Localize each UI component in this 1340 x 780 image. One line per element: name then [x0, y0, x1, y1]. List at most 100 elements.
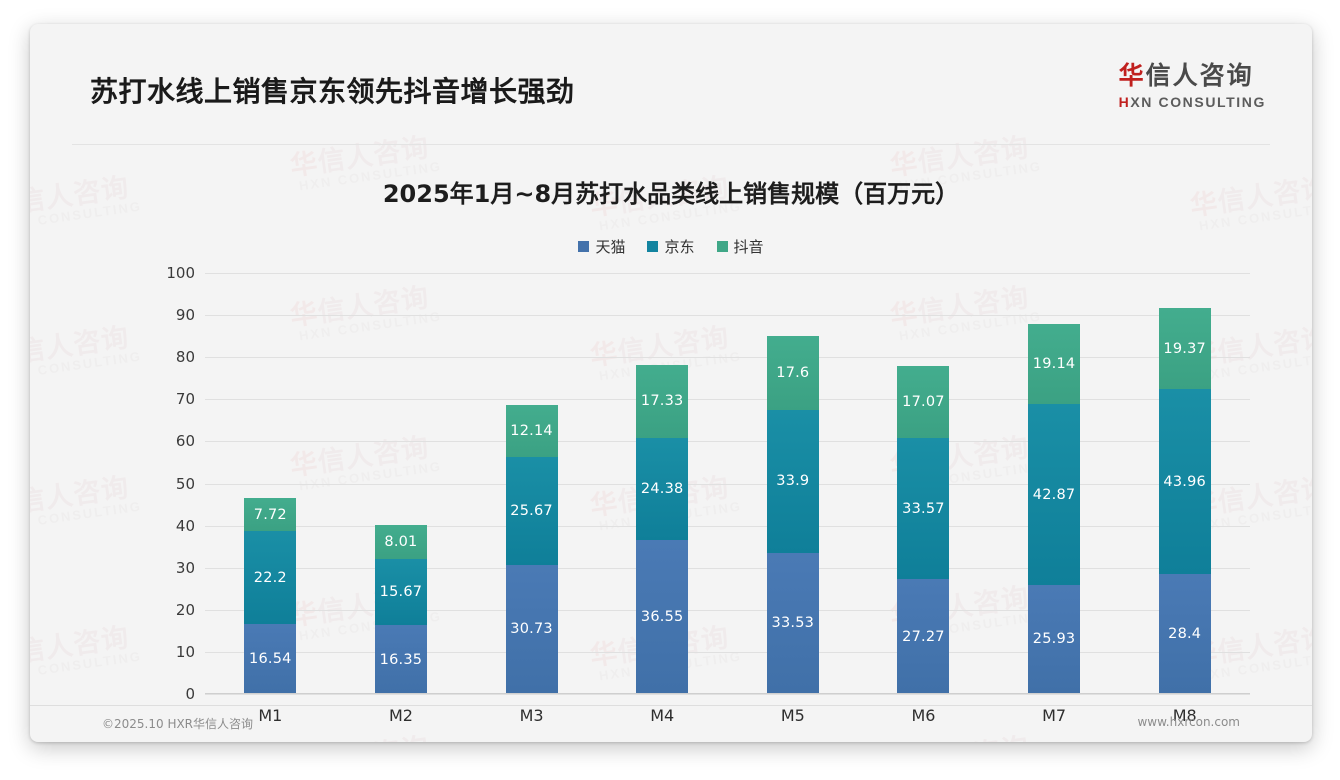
- y-axis-tick-label: 30: [175, 558, 195, 577]
- x-axis-tick-label: M7: [1042, 706, 1067, 725]
- bar-value-label: 33.57: [902, 500, 945, 517]
- x-axis-tick-label: M2: [388, 706, 413, 725]
- stacked-bar[interactable]: 30.73 25.67 12.14: [505, 405, 558, 694]
- legend-item-1[interactable]: 天猫: [578, 236, 625, 257]
- bar-segment[interactable]: 17.07: [897, 366, 950, 438]
- bar-segment[interactable]: 19.14: [1028, 323, 1081, 405]
- bar-value-label: 17.07: [902, 393, 945, 410]
- bar-value-label: 19.37: [1163, 340, 1206, 357]
- logo-accent-char: 华: [1118, 61, 1146, 90]
- bar-segment[interactable]: 33.9: [766, 410, 819, 553]
- bar-segment[interactable]: 33.57: [897, 437, 950, 580]
- legend-label: 天猫: [595, 238, 626, 256]
- x-axis-tick-label: M3: [519, 706, 544, 725]
- bar-value-label: 25.93: [1032, 631, 1076, 648]
- y-axis-tick-label: 40: [175, 516, 195, 535]
- bar-column: 30.73 25.67 12.14 M3: [466, 273, 597, 725]
- y-axis-tick-label: 10: [175, 642, 195, 661]
- bar-segment[interactable]: 17.33: [636, 364, 689, 438]
- bar-value-label: 42.87: [1032, 486, 1076, 503]
- x-axis-tick-label: M6: [911, 706, 936, 725]
- stacked-bar[interactable]: 27.27 33.57 17.07: [897, 366, 950, 694]
- bar-value-label: 30.73: [510, 621, 553, 638]
- bar-value-label: 22.2: [253, 569, 287, 586]
- bar-segment[interactable]: 30.73: [505, 564, 558, 694]
- bar-segment[interactable]: 25.67: [505, 456, 558, 565]
- bar-value-label: 12.14: [510, 423, 553, 440]
- y-axis-tick-label: 60: [175, 432, 195, 451]
- legend-swatch-icon: [716, 241, 728, 252]
- legend-swatch-icon: [578, 241, 590, 252]
- x-axis-tick-label: M5: [780, 706, 805, 725]
- stacked-bar[interactable]: 25.93 42.87 19.14: [1028, 323, 1081, 694]
- bar-segment[interactable]: 12.14: [505, 405, 558, 457]
- bar-value-label: 17.33: [640, 393, 684, 410]
- bar-value-label: 33.9: [776, 473, 810, 490]
- stacked-bar[interactable]: 16.35 15.67 8.01: [374, 525, 427, 694]
- chart-title: 2025年1月~8月苏打水品类线上销售规模（百万元）: [382, 180, 960, 208]
- legend-item-3[interactable]: 抖音: [716, 236, 764, 257]
- bar-segment[interactable]: 24.38: [636, 437, 689, 541]
- footer-website[interactable]: www.hxrcon.com: [1137, 715, 1240, 729]
- stacked-bar[interactable]: 33.53 33.9 17.6: [766, 336, 819, 694]
- bar-value-label: 8.01: [384, 534, 418, 551]
- bar-segment[interactable]: 8.01: [374, 525, 427, 560]
- bar-column: 25.93 42.87 19.14 M7: [989, 273, 1120, 725]
- logo-en-accent: H: [1118, 94, 1131, 110]
- gridline: 50: [176, 475, 1250, 493]
- gridline: 70: [176, 390, 1250, 408]
- stacked-bar[interactable]: 28.4 43.96 19.37: [1158, 307, 1211, 694]
- stacked-bar[interactable]: 16.54 22.2 7.72: [244, 498, 297, 694]
- bar-segment[interactable]: 15.67: [374, 559, 427, 626]
- bar-segment[interactable]: 43.96: [1158, 389, 1211, 575]
- gridline: 80: [176, 348, 1250, 366]
- logo-rest-chars: 信人咨询: [1145, 61, 1254, 90]
- company-logo: 华信人咨询 HXN CONSULTING: [1119, 56, 1266, 110]
- bar-column: 16.35 15.67 8.01 M2: [336, 273, 467, 725]
- y-axis-tick-label: 0: [185, 685, 195, 703]
- gridline: 60: [176, 432, 1250, 450]
- bar-segment[interactable]: 33.53: [766, 552, 819, 694]
- chart-legend: 天猫 京东 抖音: [30, 236, 1312, 257]
- legend-label: 京东: [664, 238, 695, 256]
- gridline: 20: [176, 601, 1250, 619]
- bar-column: 36.55 24.38 17.33 M4: [597, 273, 728, 725]
- y-axis-tick-label: 50: [175, 474, 195, 493]
- bar-value-label: 24.38: [640, 480, 684, 497]
- gridline: 0: [185, 685, 1250, 703]
- bar-segment[interactable]: 7.72: [244, 498, 297, 531]
- bar-segment[interactable]: 22.2: [244, 530, 297, 625]
- gridline: 30: [176, 559, 1250, 577]
- bar-column: 16.54 22.2 7.72 M1: [205, 273, 336, 725]
- footer-divider: [30, 705, 1312, 706]
- y-axis-tick-label: 70: [175, 390, 195, 409]
- bar-segment[interactable]: 28.4: [1158, 574, 1211, 694]
- bar-segment[interactable]: 17.6: [766, 336, 819, 411]
- x-axis-tick-label: M4: [650, 706, 675, 725]
- bar-segment[interactable]: 16.54: [244, 624, 297, 694]
- bar-value-label: 19.14: [1032, 356, 1076, 373]
- bar-value-label: 25.67: [510, 502, 553, 519]
- bar-segment[interactable]: 42.87: [1028, 404, 1081, 585]
- gridline: 10: [176, 643, 1250, 661]
- legend-item-2[interactable]: 京东: [647, 236, 695, 257]
- footer-copyright: ©2025.10 HXR华信人咨询: [102, 717, 254, 731]
- bars-group: 16.54 22.2 7.72 M1 16.35 15.67 8.01 M2 30.73 25.6…: [205, 273, 1250, 725]
- legend-swatch-icon: [647, 241, 659, 252]
- bar-value-label: 27.27: [902, 628, 945, 645]
- y-axis-tick-label: 80: [175, 348, 195, 367]
- bar-segment[interactable]: 36.55: [636, 540, 689, 694]
- header-divider: [72, 144, 1270, 145]
- bar-segment[interactable]: 16.35: [374, 625, 427, 694]
- bar-segment[interactable]: 25.93: [1028, 584, 1081, 694]
- bar-value-label: 7.72: [253, 506, 287, 523]
- bar-segment[interactable]: 27.27: [897, 579, 950, 694]
- logo-en-rest: XN CONSULTING: [1130, 94, 1266, 110]
- bar-value-label: 36.55: [640, 609, 684, 626]
- stacked-bar[interactable]: 36.55 24.38 17.33: [636, 364, 689, 694]
- bar-segment[interactable]: 19.37: [1158, 307, 1211, 390]
- x-axis-line: [205, 693, 1250, 694]
